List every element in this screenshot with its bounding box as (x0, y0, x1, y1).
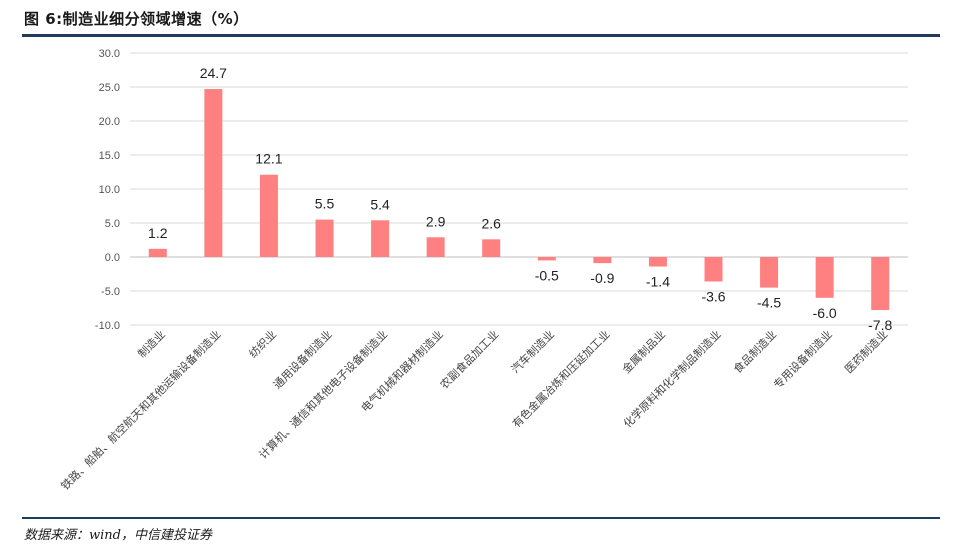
category-label: 有色金属冶炼和压延加工业 (509, 327, 612, 430)
y-axis-ticks: 30.0 25.0 20.0 15.0 10.0 5.0 0.0 -5.0 -10.0 (95, 48, 120, 332)
bar (482, 239, 501, 257)
y-tick-label: -10.0 (95, 320, 120, 332)
y-tick-label: 5.0 (105, 218, 120, 230)
y-tick-label: 10.0 (99, 184, 120, 196)
category-label: 通用设备制造业 (270, 327, 334, 391)
category-label: 化学原料和化学制品制造业 (620, 327, 723, 430)
data-label: -1.4 (646, 274, 670, 290)
gridlines (130, 52, 908, 326)
category-label: 汽车制造业 (508, 327, 557, 376)
chart-title: 图 6:制造业细分领域增速（%） (24, 10, 249, 28)
data-label: -3.6 (701, 288, 725, 304)
bottom-divider (22, 517, 940, 519)
data-label: 2.6 (481, 215, 501, 231)
y-tick-label: 20.0 (99, 116, 120, 128)
y-tick-label: -5.0 (101, 286, 120, 298)
category-label: 农副食品加工业 (437, 327, 501, 391)
data-label: -0.5 (535, 267, 559, 283)
bar (815, 257, 834, 298)
bars (148, 89, 890, 311)
category-label: 专用设备制造业 (770, 327, 834, 391)
bar (371, 220, 390, 257)
category-label: 制造业 (135, 327, 168, 360)
bar-chart: 30.0 25.0 20.0 15.0 10.0 5.0 0.0 -5.0 -10.0 1.2 2… (58, 48, 908, 493)
bar (426, 237, 445, 257)
bar (537, 257, 556, 261)
top-divider (22, 34, 940, 37)
data-label: -4.5 (757, 295, 781, 311)
y-tick-label: 15.0 (99, 150, 120, 162)
bar (871, 257, 890, 311)
category-label: 纺织业 (246, 327, 279, 360)
bar (148, 248, 167, 257)
category-label: 金属制品业 (619, 327, 668, 376)
y-tick-label: 25.0 (99, 82, 120, 94)
data-label: 5.4 (370, 196, 390, 212)
source-note: 数据来源：wind，中信建投证券 (24, 528, 212, 543)
category-label: 医药制造业 (842, 327, 891, 376)
data-label: -6.0 (813, 305, 837, 321)
category-label: 食品制造业 (730, 327, 779, 376)
data-label: 24.7 (200, 65, 227, 81)
y-tick-label: 30.0 (99, 48, 120, 60)
data-label: 1.2 (148, 225, 168, 241)
data-label: -7.8 (868, 317, 892, 333)
data-label: 2.9 (426, 213, 446, 229)
data-label: 12.1 (255, 151, 282, 167)
bar (760, 257, 779, 288)
data-label: -0.9 (590, 270, 614, 286)
bar (259, 174, 278, 257)
y-tick-label: 0.0 (105, 252, 120, 264)
bar (648, 257, 667, 267)
bar (704, 257, 723, 282)
bar (593, 257, 612, 264)
data-labels: 1.2 24.7 12.1 5.5 5.4 2.9 2.6 -0.5 -0.9 -1.4 -3.6 -… (148, 65, 892, 333)
data-label: 5.5 (315, 196, 335, 212)
bar (315, 219, 334, 257)
bar (204, 89, 223, 257)
